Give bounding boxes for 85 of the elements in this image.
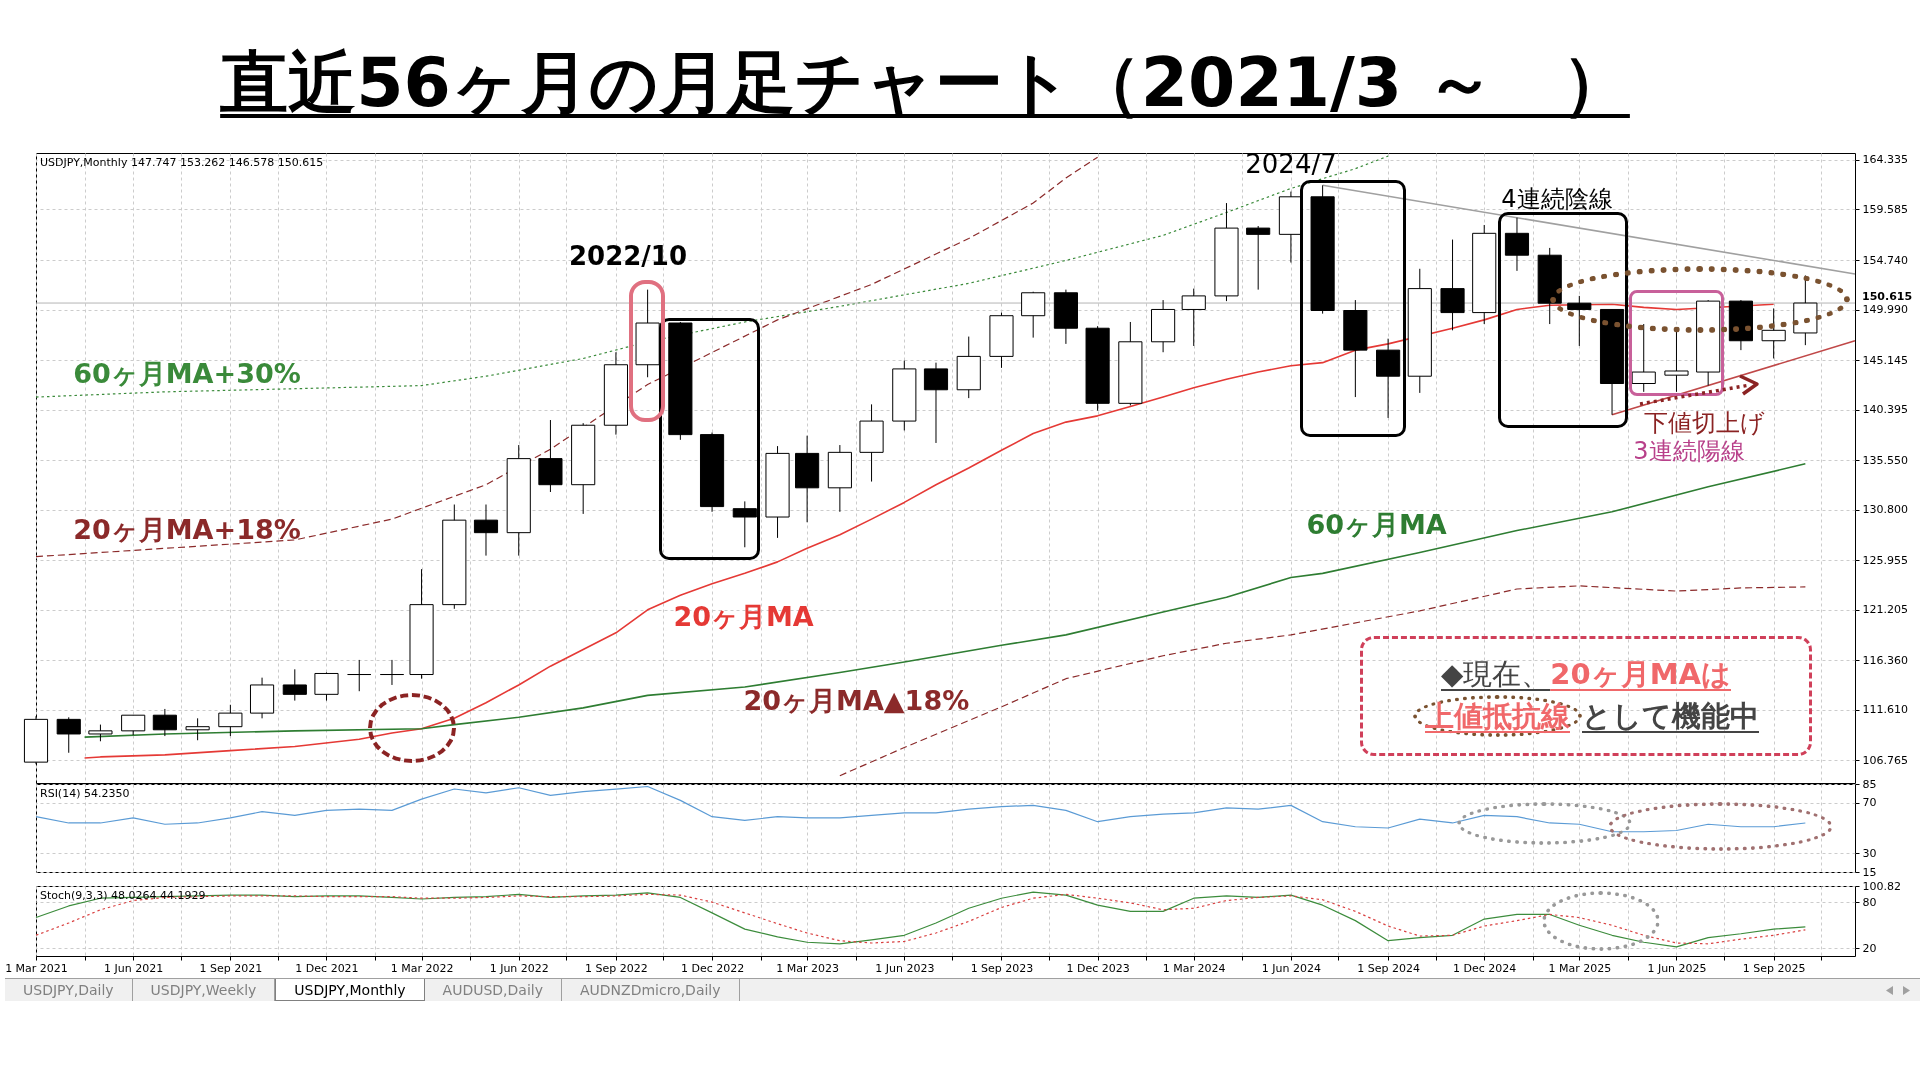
text: USDJPY,Daily xyxy=(5,979,133,1001)
y-tick-label: 15 xyxy=(1862,865,1877,879)
y-tick-label: 154.740 xyxy=(1862,253,1908,267)
y-tick-label: 130.800 xyxy=(1862,503,1908,517)
annotation: 2022/10 xyxy=(568,241,688,271)
annotation: 20ヶ月MAは xyxy=(1550,657,1731,692)
candlestick xyxy=(218,704,243,737)
annotation: 4連続陰線 xyxy=(1501,185,1613,213)
y-tick-label: 121.205 xyxy=(1862,603,1908,617)
y-tick-label: 145.145 xyxy=(1862,353,1908,367)
x-tick-label: 1 Dec 2023 xyxy=(1066,961,1130,975)
candlestick xyxy=(56,716,81,754)
candlestick xyxy=(282,668,307,702)
x-tick-label: 1 Mar 2023 xyxy=(776,961,839,975)
series-label: 20ヶ月MA▲18% xyxy=(743,685,970,717)
y-tick-label: 106.765 xyxy=(1862,753,1908,767)
y-tick-label: 135.550 xyxy=(1862,453,1908,467)
candlestick xyxy=(347,659,372,692)
annotation: ◆現在、 xyxy=(1441,657,1551,692)
x-tick-label: 1 Mar 2025 xyxy=(1548,961,1612,975)
y-tick-label: 116.360 xyxy=(1862,653,1908,667)
candlestick xyxy=(473,504,499,557)
line-series xyxy=(35,155,1389,398)
y-tick-label: 111.610 xyxy=(1862,703,1908,717)
annotation: USDJPY,Monthly 147.747 153.262 146.578 150.615 xyxy=(40,156,324,169)
line-series xyxy=(839,585,1806,777)
x-tick-label: 1 Dec 2022 xyxy=(680,961,745,975)
candlestick xyxy=(314,671,339,702)
series-label: 60ヶ月MA+30% xyxy=(73,358,301,390)
y-tick-label: 164.335 xyxy=(1862,153,1908,167)
x-tick-label: 1 Mar 2022 xyxy=(390,961,454,975)
candlestick xyxy=(1567,295,1592,347)
y-tick-label: 85 xyxy=(1862,777,1877,791)
text: USDJPY,Weekly xyxy=(132,979,276,1001)
text: AUDNZDmicro,Daily xyxy=(561,979,740,1001)
candlestick xyxy=(121,714,146,736)
candlestick xyxy=(152,708,177,737)
annotation: として機能中 xyxy=(1582,699,1759,733)
x-tick-label: 1 Sep 2021 xyxy=(199,961,263,975)
x-tick-label: 1 Sep 2024 xyxy=(1357,961,1420,975)
x-tick-label: 1 Jun 2021 xyxy=(104,961,164,975)
candlestick xyxy=(732,500,757,548)
candlestick xyxy=(1440,239,1465,331)
y-tick-label: 125.955 xyxy=(1862,553,1908,567)
annotation: RSI(14) 54.2350 xyxy=(40,787,130,800)
x-tick-label: 1 Dec 2021 xyxy=(295,961,359,975)
text: USDJPY,Monthly xyxy=(275,979,425,1001)
candlestick xyxy=(923,362,949,444)
annotation: 3連続陽線 xyxy=(1633,437,1745,465)
y-tick-label: 80 xyxy=(1862,895,1877,909)
x-tick-label: 1 Dec 2024 xyxy=(1453,961,1517,975)
candlestick xyxy=(1246,225,1271,291)
candlestick xyxy=(1504,217,1530,272)
x-tick-label: 1 Sep 2023 xyxy=(970,961,1034,975)
y-tick-label: 140.395 xyxy=(1862,403,1908,417)
x-tick-label: 1 Mar 2024 xyxy=(1162,961,1226,975)
series-label: 20ヶ月MA xyxy=(673,600,814,632)
annotation: 下値切上げ xyxy=(1643,409,1765,437)
line-series xyxy=(35,785,1806,833)
annotation: 上値抵抗線 xyxy=(1413,695,1582,737)
candlestick xyxy=(1021,291,1046,339)
candlestick xyxy=(379,659,405,686)
candlestick xyxy=(1631,323,1656,393)
y-tick-label: 20 xyxy=(1862,941,1877,955)
x-tick-label: 1 Jun 2025 xyxy=(1647,961,1707,975)
candlestick xyxy=(185,717,210,741)
y-tick-label: 70 xyxy=(1862,796,1877,810)
line-series xyxy=(35,156,1099,558)
candlestick xyxy=(1761,307,1786,359)
x-tick-label: 1 Mar 2021 xyxy=(5,961,68,975)
x-tick-label: 1 Jun 2024 xyxy=(1261,961,1322,975)
y-tick-label: 100.82 xyxy=(1862,879,1901,893)
text: AUDUSD,Daily xyxy=(424,979,562,1001)
series-label: 60ヶ月MA xyxy=(1306,508,1447,540)
x-tick-label: 1 Jun 2023 xyxy=(875,961,935,975)
chart-title: 直近56ヶ月の月足チャート（2021/3 ～ ） xyxy=(219,43,1631,122)
ref-line-label: 150.615 xyxy=(1862,290,1913,304)
x-tick-label: 1 Sep 2022 xyxy=(585,961,648,975)
candlestick xyxy=(1181,288,1206,347)
y-tick-label: 159.585 xyxy=(1862,202,1908,216)
y-tick-label: 30 xyxy=(1862,846,1877,860)
x-tick-label: 1 Jun 2022 xyxy=(489,961,549,975)
y-tick-label: 149.990 xyxy=(1862,303,1908,317)
series-label: 20ヶ月MA+18% xyxy=(73,513,301,545)
x-tick-label: 1 Sep 2025 xyxy=(1742,961,1806,975)
